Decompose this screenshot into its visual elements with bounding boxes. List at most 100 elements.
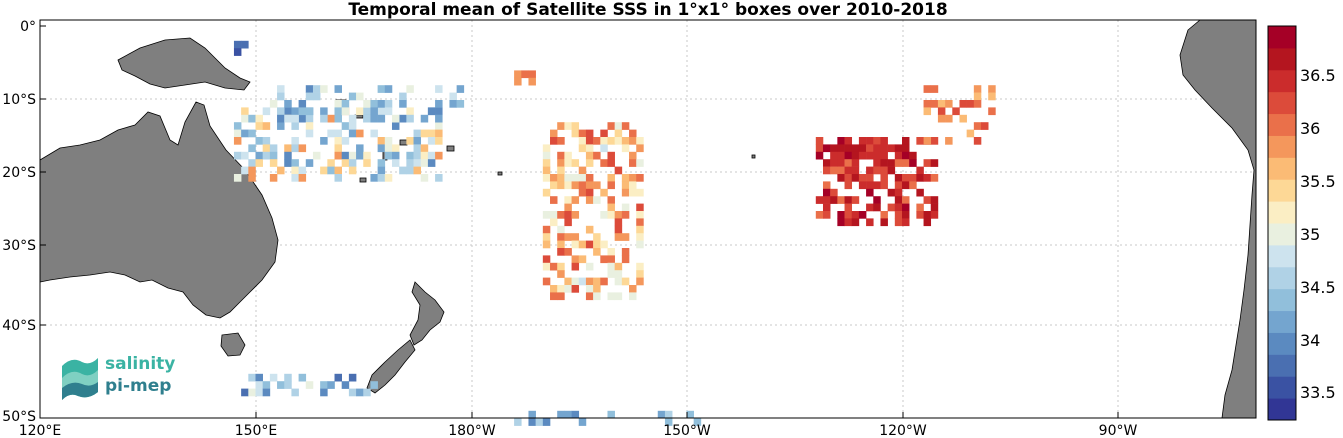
sss-box bbox=[858, 211, 867, 219]
sss-box bbox=[571, 174, 580, 182]
sss-box bbox=[255, 151, 263, 160]
sss-box bbox=[607, 262, 615, 271]
sss-box bbox=[391, 122, 400, 130]
sss-box bbox=[607, 181, 615, 190]
sss-box bbox=[420, 129, 429, 138]
sss-box bbox=[312, 151, 321, 160]
sss-box bbox=[822, 181, 831, 190]
sss-box bbox=[815, 196, 824, 204]
sss-box bbox=[629, 174, 637, 182]
sss-box bbox=[844, 151, 853, 160]
sss-box bbox=[291, 137, 299, 145]
sss-box bbox=[564, 203, 572, 212]
sss-box bbox=[822, 211, 831, 219]
x-tick-label: 120°E bbox=[19, 423, 62, 438]
sss-box bbox=[923, 107, 932, 116]
logo-text-pi-mep: pi-mep bbox=[105, 376, 172, 396]
sss-box bbox=[844, 174, 853, 182]
sss-box bbox=[557, 225, 565, 234]
sss-box bbox=[902, 159, 910, 167]
sss-box bbox=[571, 196, 580, 204]
y-tick-label: 0° bbox=[20, 19, 36, 35]
sss-box bbox=[981, 122, 989, 130]
sss-box bbox=[629, 151, 637, 160]
sss-box bbox=[233, 151, 242, 160]
sss-box bbox=[277, 122, 285, 130]
sss-box bbox=[305, 122, 314, 130]
sss-box bbox=[377, 107, 386, 116]
sss-box bbox=[542, 166, 551, 175]
sss-box bbox=[248, 166, 256, 175]
sss-box bbox=[614, 262, 623, 271]
sss-box bbox=[916, 188, 924, 197]
sss-box bbox=[413, 144, 422, 153]
sss-box bbox=[851, 174, 860, 182]
sss-box bbox=[894, 144, 903, 153]
sss-box bbox=[866, 137, 874, 145]
sss-box bbox=[356, 151, 364, 160]
sss-box bbox=[542, 151, 551, 160]
sss-box bbox=[593, 292, 601, 301]
sss-box bbox=[427, 137, 436, 145]
sss-box bbox=[600, 144, 608, 153]
sss-box bbox=[578, 137, 587, 145]
sss-box bbox=[988, 92, 996, 101]
sss-box bbox=[557, 292, 565, 301]
sss-box bbox=[614, 233, 623, 241]
sss-box bbox=[564, 211, 572, 219]
sss-box bbox=[356, 107, 364, 116]
sss-box bbox=[902, 196, 910, 204]
sss-box bbox=[578, 255, 587, 264]
sss-box bbox=[988, 107, 996, 116]
sss-box bbox=[629, 188, 637, 197]
sss-box bbox=[384, 174, 393, 182]
sss-box bbox=[873, 159, 881, 167]
sss-box bbox=[930, 196, 939, 204]
sss-box bbox=[593, 277, 601, 286]
sss-box bbox=[305, 92, 314, 101]
sss-box bbox=[880, 137, 888, 145]
colorbar-segment bbox=[1268, 91, 1296, 115]
sss-box bbox=[830, 166, 838, 175]
sss-box bbox=[614, 218, 623, 227]
sss-box bbox=[363, 388, 371, 397]
sss-box bbox=[406, 151, 414, 160]
sss-box bbox=[945, 137, 953, 145]
sss-box bbox=[528, 77, 536, 86]
sss-box bbox=[585, 285, 594, 293]
sss-box bbox=[607, 270, 615, 278]
sss-box bbox=[557, 174, 565, 182]
sss-box bbox=[269, 373, 278, 382]
sss-box bbox=[241, 40, 249, 49]
sss-box bbox=[277, 114, 285, 123]
sss-box bbox=[837, 159, 845, 167]
sss-box bbox=[930, 203, 939, 212]
sss-box bbox=[384, 151, 393, 160]
sss-box bbox=[621, 137, 630, 145]
sss-box bbox=[298, 107, 307, 116]
sss-box bbox=[973, 92, 982, 101]
sss-box bbox=[600, 277, 608, 286]
sss-box bbox=[902, 174, 910, 182]
sss-box bbox=[937, 100, 946, 108]
sss-box bbox=[291, 122, 299, 130]
sss-box bbox=[277, 166, 285, 175]
sss-box bbox=[600, 159, 608, 167]
sss-box bbox=[241, 129, 249, 138]
sss-box bbox=[930, 174, 939, 182]
sss-box bbox=[571, 233, 580, 241]
sss-box bbox=[550, 174, 558, 182]
sss-box bbox=[255, 114, 263, 123]
sss-box bbox=[370, 129, 378, 138]
sss-box bbox=[341, 151, 350, 160]
sss-box bbox=[614, 277, 623, 286]
logo-wave-icon bbox=[62, 358, 98, 400]
sss-box bbox=[363, 151, 371, 160]
sss-box bbox=[923, 85, 932, 93]
sss-box bbox=[542, 144, 551, 153]
sss-box bbox=[269, 174, 278, 182]
sss-box bbox=[851, 211, 860, 219]
sss-data-layer bbox=[233, 40, 996, 426]
sss-box bbox=[571, 285, 580, 293]
sss-box bbox=[923, 174, 932, 182]
